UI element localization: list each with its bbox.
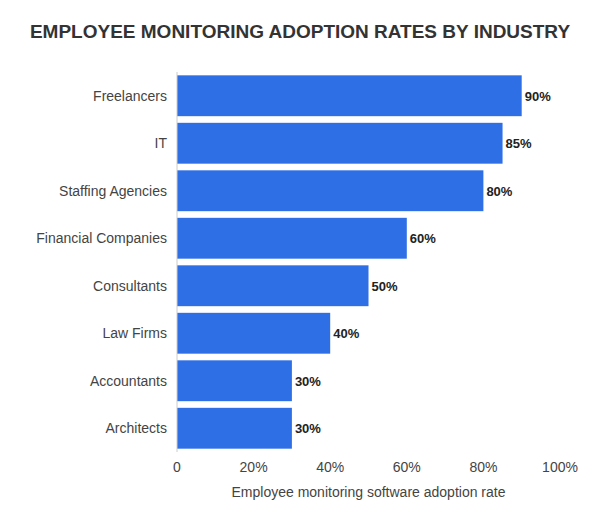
- category-label: Architects: [106, 420, 167, 436]
- chart-container: EMPLOYEE MONITORING ADOPTION RATES BY IN…: [0, 0, 600, 515]
- bar: [177, 408, 292, 449]
- tick-label: 20%: [240, 459, 268, 475]
- category-label: Financial Companies: [36, 230, 167, 246]
- tick-label: 60%: [393, 459, 421, 475]
- axis-title: Employee monitoring software adoption ra…: [232, 484, 506, 500]
- bar: [177, 218, 407, 259]
- category-label: Law Firms: [102, 325, 167, 341]
- data-label: 50%: [372, 279, 398, 294]
- tick-mark: [406, 452, 407, 455]
- data-label: 60%: [410, 231, 436, 246]
- data-label: 80%: [486, 184, 512, 199]
- tick-label: 100%: [542, 459, 578, 475]
- data-label: 30%: [295, 421, 321, 436]
- bar: [177, 123, 503, 164]
- category-label: Accountants: [90, 373, 167, 389]
- tick-mark: [177, 452, 178, 455]
- tick-label: 80%: [469, 459, 497, 475]
- bar: [177, 360, 292, 401]
- bars: [177, 75, 522, 448]
- tick-mark: [330, 452, 331, 455]
- data-label: 90%: [525, 89, 551, 104]
- tick-mark: [483, 452, 484, 455]
- category-label: Staffing Agencies: [59, 183, 167, 199]
- tick-label: 0: [173, 459, 181, 475]
- bar: [177, 170, 483, 211]
- tick-mark: [253, 452, 254, 455]
- category-label: IT: [155, 135, 168, 151]
- chart-svg: EMPLOYEE MONITORING ADOPTION RATES BY IN…: [0, 0, 600, 515]
- category-label: Consultants: [93, 278, 167, 294]
- category-label: Freelancers: [93, 88, 167, 104]
- axis-line: [177, 72, 178, 452]
- title: EMPLOYEE MONITORING ADOPTION RATES BY IN…: [30, 21, 570, 42]
- data-label: 40%: [333, 326, 359, 341]
- tick-label: 40%: [316, 459, 344, 475]
- data-label: 30%: [295, 374, 321, 389]
- data-label: 85%: [506, 136, 532, 151]
- bar: [177, 313, 330, 354]
- bar: [177, 265, 369, 306]
- bar: [177, 75, 522, 116]
- tick-mark: [560, 452, 561, 455]
